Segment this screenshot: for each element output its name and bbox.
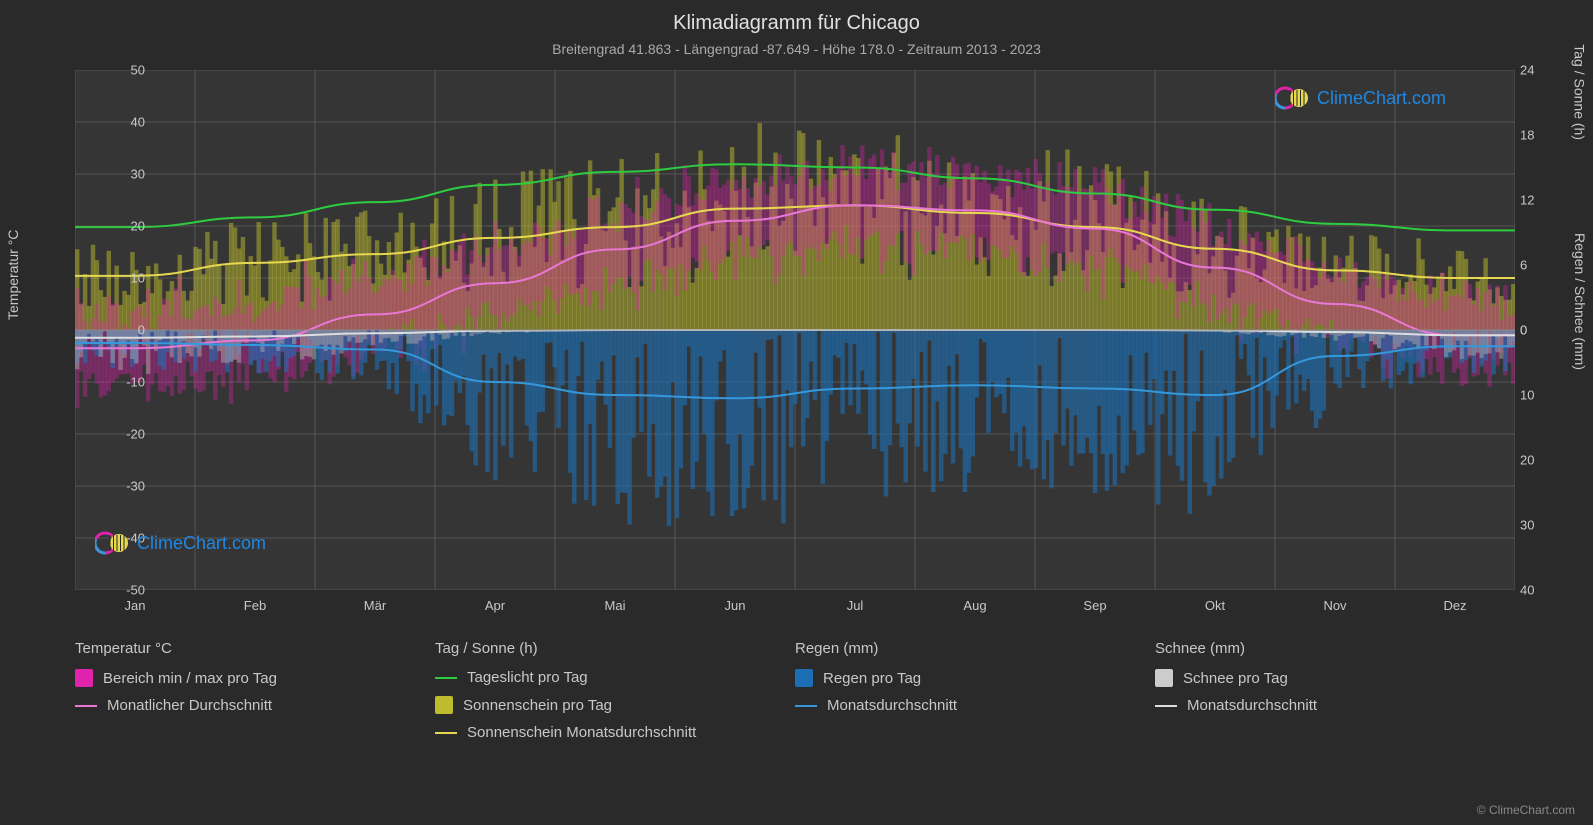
y-tick-right-hours: 18 [1520,128,1560,143]
legend-label: Bereich min / max pro Tag [103,670,277,687]
x-tick-month: Apr [485,598,505,613]
y-tick-left: 20 [105,219,145,234]
y-tick-left: 0 [105,323,145,338]
legend-column: Regen (mm) Regen pro Tag Monatsdurchschnit… [795,640,1155,751]
x-tick-month: Feb [244,598,266,613]
legend-item: Bereich min / max pro Tag [75,669,435,687]
x-tick-month: Mai [605,598,626,613]
climechart-icon [1275,85,1309,111]
legend-item: Schnee pro Tag [1155,669,1515,687]
x-tick-month: Nov [1323,598,1346,613]
watermark-text: ClimeChart.com [1317,88,1446,109]
x-tick-month: Okt [1205,598,1225,613]
y-tick-left: -10 [105,375,145,390]
legend-label: Schnee pro Tag [1183,670,1288,687]
legend-item: Tageslicht pro Tag [435,669,795,686]
x-tick-month: Jul [847,598,864,613]
y-tick-left: -20 [105,427,145,442]
legend-line-icon [795,705,817,707]
legend-swatch-icon [75,669,93,687]
legend-header: Schnee (mm) [1155,640,1515,657]
y-tick-right-hours: 12 [1520,193,1560,208]
chart-subtitle: Breitengrad 41.863 - Längengrad -87.649 … [0,35,1593,57]
x-tick-month: Jan [125,598,146,613]
plot-svg [75,70,1515,590]
legend-item: Monatlicher Durchschnitt [75,697,435,714]
y-tick-right-hours: 24 [1520,63,1560,78]
legend-column: Tag / Sonne (h) Tageslicht pro Tag Sonnens… [435,640,795,751]
legend-swatch-icon [435,696,453,714]
watermark-logo: ClimeChart.com [95,530,266,556]
watermark-logo: ClimeChart.com [1275,85,1446,111]
legend-label: Monatlicher Durchschnitt [107,697,272,714]
x-tick-month: Aug [963,598,986,613]
y-tick-left: 10 [105,271,145,286]
y-tick-left: -30 [105,479,145,494]
x-tick-month: Jun [725,598,746,613]
y-tick-left: 30 [105,167,145,182]
legend-column: Temperatur °C Bereich min / max pro Tag Mo… [75,640,435,751]
legend-label: Sonnenschein pro Tag [463,697,612,714]
y-tick-right-hours: 6 [1520,258,1560,273]
y-tick-right-precip: 0 [1520,323,1560,338]
legend-item: Monatsdurchschnitt [1155,697,1515,714]
x-tick-month: Sep [1083,598,1106,613]
legend-line-icon [435,732,457,734]
climate-chart-container: Klimadiagramm für Chicago Breitengrad 41… [0,0,1593,825]
y-tick-right-precip: 10 [1520,388,1560,403]
legend-line-icon [435,677,457,679]
copyright-text: © ClimeChart.com [1477,803,1575,817]
legend-line-icon [75,705,97,707]
legend-item: Sonnenschein pro Tag [435,696,795,714]
y-axis-left-label: Temperatur °C [5,230,21,320]
legend-label: Regen pro Tag [823,670,921,687]
watermark-text: ClimeChart.com [137,533,266,554]
legend-swatch-icon [795,669,813,687]
y-axis-right-top-label: Tag / Sonne (h) [1572,44,1588,140]
legend-header: Tag / Sonne (h) [435,640,795,657]
y-tick-right-precip: 20 [1520,453,1560,468]
x-tick-month: Dez [1443,598,1466,613]
legend-item: Sonnenschein Monatsdurchschnitt [435,724,795,741]
y-tick-left: 40 [105,115,145,130]
x-tick-month: Mär [364,598,386,613]
legend-line-icon [1155,705,1177,707]
legend-item: Monatsdurchschnitt [795,697,1155,714]
legend-column: Schnee (mm) Schnee pro Tag Monatsdurchschn… [1155,640,1515,751]
y-tick-right-precip: 40 [1520,583,1560,598]
climechart-icon [95,530,129,556]
legend-label: Monatsdurchschnitt [827,697,957,714]
y-tick-left: 50 [105,63,145,78]
y-tick-right-precip: 30 [1520,518,1560,533]
legend-swatch-icon [1155,669,1173,687]
y-tick-left: -50 [105,583,145,598]
legend: Temperatur °C Bereich min / max pro Tag Mo… [75,640,1515,751]
legend-label: Monatsdurchschnitt [1187,697,1317,714]
plot-area [75,70,1515,590]
legend-header: Temperatur °C [75,640,435,657]
y-axis-right-bottom-label: Regen / Schnee (mm) [1572,233,1588,370]
legend-label: Sonnenschein Monatsdurchschnitt [467,724,696,741]
chart-title: Klimadiagramm für Chicago [0,0,1593,35]
legend-item: Regen pro Tag [795,669,1155,687]
legend-label: Tageslicht pro Tag [467,669,588,686]
legend-header: Regen (mm) [795,640,1155,657]
